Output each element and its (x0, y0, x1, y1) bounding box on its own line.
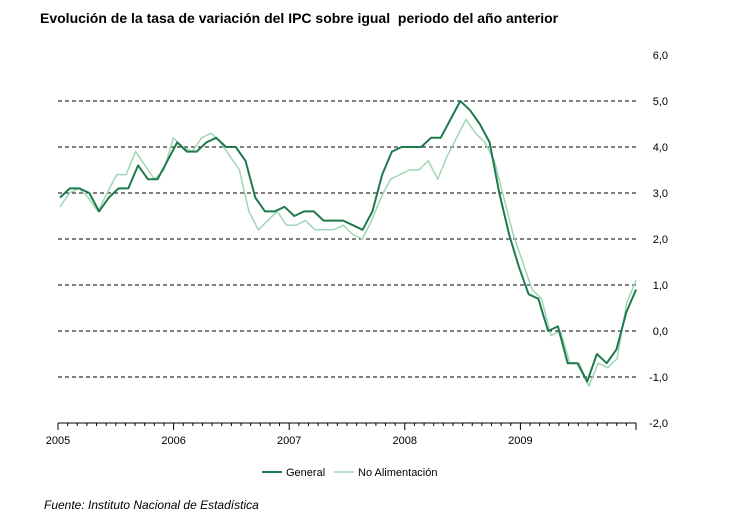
chart-title: Evolución de la tasa de variación del IP… (40, 10, 559, 26)
y-tick-label: 3,0 (653, 188, 668, 200)
y-tick-label: 4,0 (653, 142, 668, 154)
chart-legend: General No Alimentación (262, 467, 438, 479)
y-tick-label: 5,0 (653, 96, 668, 108)
x-tick-label: 2007 (277, 435, 301, 447)
grid-lines (58, 100, 636, 378)
series-lines (59, 100, 637, 387)
x-tick-label: 2008 (393, 435, 417, 447)
series-line-general (59, 100, 637, 383)
y-tick-label: 1,0 (653, 280, 668, 292)
chart-axes (57, 422, 637, 430)
x-tick-labels: 2005 2006 2007 2008 2009 (46, 435, 533, 447)
source-note: Fuente: Instituto Nacional de Estadístic… (44, 498, 259, 512)
x-tick-label: 2005 (46, 435, 70, 447)
y-tick-labels: 6,0 5,0 4,0 3,0 2,0 1,0 0,0 -1,0 -2,0 (649, 50, 668, 430)
y-tick-label: 2,0 (653, 234, 668, 246)
legend-label-general: General (286, 467, 325, 479)
y-tick-label: -1,0 (649, 372, 668, 384)
x-tick-label: 2009 (508, 435, 532, 447)
x-tick-label: 2006 (161, 435, 185, 447)
legend-label-no-alimentacion: No Alimentación (358, 467, 438, 479)
series-line-no-alimentacion (59, 118, 637, 387)
y-tick-label: -2,0 (649, 418, 668, 430)
y-tick-label: 6,0 (653, 50, 668, 62)
y-tick-label: 0,0 (653, 326, 668, 338)
